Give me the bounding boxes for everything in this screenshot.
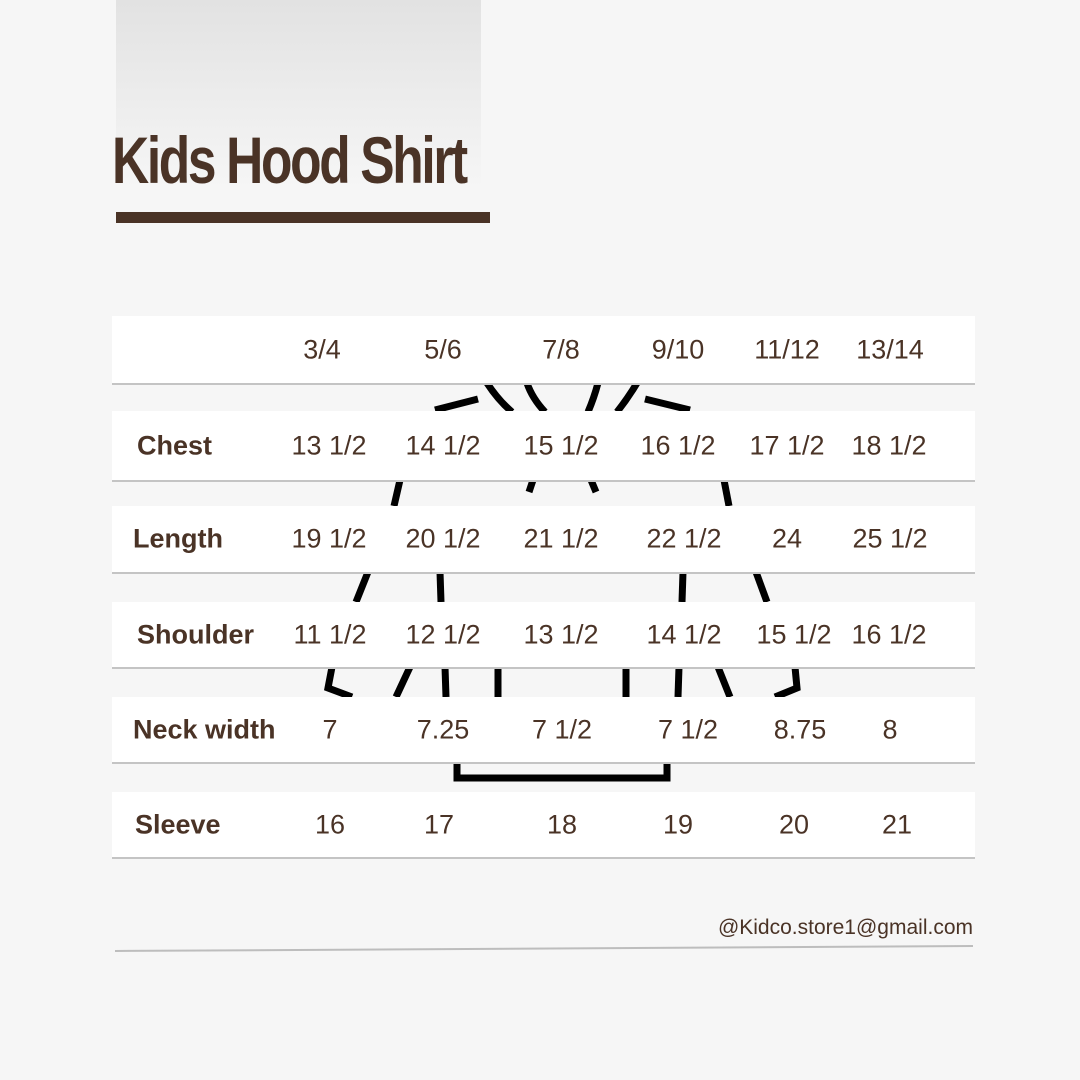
table-cell: 18 1/2 bbox=[851, 430, 927, 460]
table-cell: 16 1/2 bbox=[851, 619, 927, 649]
table-cell: 14 1/2 bbox=[405, 430, 481, 460]
table-cell: 8.75 bbox=[773, 714, 827, 744]
size-label: 9/10 bbox=[651, 334, 705, 364]
row-label: Chest bbox=[137, 430, 213, 460]
table-cell: 21 bbox=[881, 809, 913, 839]
table-row-sleeve: Sleeve 16 17 18 19 20 21 bbox=[112, 792, 975, 859]
table-cell: 19 bbox=[662, 809, 694, 839]
row-label: Length bbox=[133, 523, 223, 554]
size-label: 3/4 bbox=[303, 334, 341, 364]
table-cell: 16 1/2 bbox=[640, 430, 716, 460]
table-cell: 20 1/2 bbox=[405, 523, 481, 554]
size-label: 11/12 bbox=[754, 334, 820, 364]
table-row-chest: Chest 13 1/2 14 1/2 15 1/2 16 1/2 17 1/2… bbox=[112, 411, 975, 482]
table-cell: 7 1/2 bbox=[657, 714, 719, 744]
table-cell: 15 1/2 bbox=[523, 430, 599, 460]
size-label: 7/8 bbox=[542, 334, 580, 364]
table-row-shoulder: Shoulder 11 1/2 12 1/2 13 1/2 14 1/2 15 … bbox=[112, 602, 975, 669]
table-cell: 7 1/2 bbox=[531, 714, 593, 744]
table-cell: 14 1/2 bbox=[646, 619, 722, 649]
table-cell: 19 1/2 bbox=[291, 523, 367, 554]
table-cell: 25 1/2 bbox=[852, 523, 928, 554]
table-cell: 21 1/2 bbox=[523, 523, 599, 554]
row-label: Neck width bbox=[133, 714, 276, 744]
table-cell: 17 1/2 bbox=[749, 430, 825, 460]
page-title: Kids Hood Shirt bbox=[112, 123, 468, 197]
row-label: Sleeve bbox=[135, 809, 221, 839]
table-cell: 24 bbox=[771, 523, 803, 554]
row-label: Shoulder bbox=[137, 619, 255, 649]
table-cell: 17 bbox=[423, 809, 455, 839]
table-cell: 18 bbox=[546, 809, 578, 839]
table-cell: 20 bbox=[778, 809, 810, 839]
table-cell: 16 bbox=[314, 809, 346, 839]
contact-email: @Kidco.store1@gmail.com bbox=[717, 916, 973, 939]
table-cell: 22 1/2 bbox=[646, 523, 722, 554]
table-cell: 8 bbox=[882, 714, 898, 744]
table-cell: 13 1/2 bbox=[523, 619, 599, 649]
table-cell: 7 bbox=[322, 714, 338, 744]
table-cell: 15 1/2 bbox=[756, 619, 832, 649]
table-cell: 11 1/2 bbox=[293, 619, 367, 649]
size-label: 5/6 bbox=[424, 334, 462, 364]
title-underline bbox=[116, 212, 490, 223]
size-label: 13/14 bbox=[856, 334, 924, 364]
table-row-length: Length 19 1/2 20 1/2 21 1/2 22 1/2 24 25… bbox=[112, 506, 975, 574]
header-gradient-panel bbox=[116, 0, 481, 190]
table-cell: 12 1/2 bbox=[405, 619, 481, 649]
table-cell: 7.25 bbox=[416, 714, 470, 744]
table-row-neck-width: Neck width 7 7.25 7 1/2 7 1/2 8.75 8 bbox=[112, 697, 975, 764]
size-header-row: 3/4 5/6 7/8 9/10 11/12 13/14 bbox=[112, 316, 975, 385]
table-cell: 13 1/2 bbox=[291, 430, 367, 460]
